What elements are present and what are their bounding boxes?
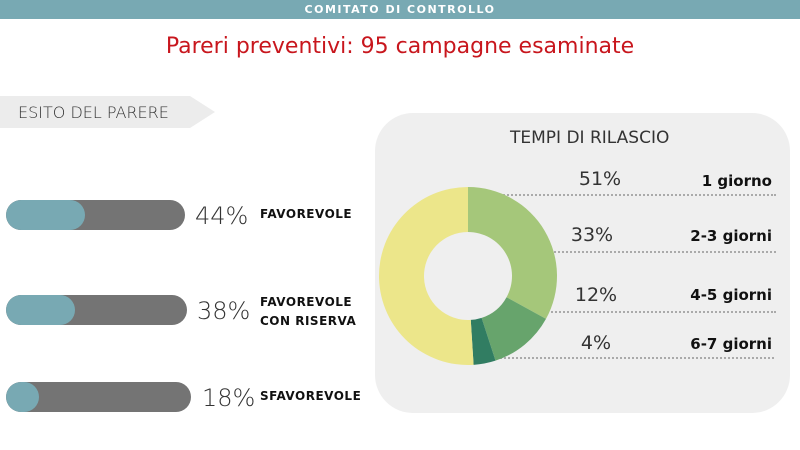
legend-divider [545, 251, 776, 253]
label-favorevole-con-riserva: FAVOREVOLE CON RISERVA [260, 293, 356, 331]
legend-label-1: 1 giorno [701, 172, 772, 190]
legend-divider [497, 357, 774, 359]
esito-heading-ribbon: ESITO DEL PARERE [0, 96, 215, 128]
progress-bar-favorevole-con-riserva [6, 295, 187, 325]
label-line: FAVOREVOLE [260, 207, 353, 221]
legend-divider [544, 311, 776, 313]
progress-fill [6, 295, 75, 325]
progress-bar-sfavorevole [6, 382, 191, 412]
legend-label-3: 4-5 giorni [690, 286, 772, 304]
page-title: Pareri preventivi: 95 campagne esaminate [165, 34, 635, 59]
legend-pct-2: 33% [570, 224, 614, 246]
label-line: FAVOREVOLE [260, 295, 353, 309]
legend-label-2: 2-3 giorni [690, 227, 772, 245]
label-line: CON RISERVA [260, 314, 357, 328]
pct-sfavorevole: 18% [202, 384, 256, 412]
progress-fill [6, 382, 40, 412]
pct-favorevole: 44% [195, 202, 249, 230]
pct-favorevole-con-riserva: 38% [197, 297, 251, 325]
section-header: COMITATO DI CONTROLLO [0, 0, 800, 19]
label-line: SFAVOREVOLE [260, 389, 362, 403]
esito-heading: ESITO DEL PARERE [18, 103, 169, 122]
progress-fill [6, 200, 85, 230]
tempi-panel [375, 113, 790, 413]
label-sfavorevole: SFAVOREVOLE [260, 387, 361, 406]
donut-slice-3 [481, 297, 546, 361]
chart-title: TEMPI DI RILASCIO [510, 128, 670, 148]
legend-pct-4: 4% [580, 332, 612, 354]
legend-pct-3: 12% [574, 284, 618, 306]
label-favorevole: FAVOREVOLE [260, 205, 352, 224]
donut-slice-2 [468, 187, 557, 319]
legend-label-4: 6-7 giorni [690, 335, 772, 353]
legend-pct-1: 51% [578, 168, 622, 190]
donut-slice-1 [378, 187, 474, 365]
donut-slice-4 [470, 317, 496, 365]
legend-divider [448, 194, 776, 196]
progress-bar-favorevole [6, 200, 185, 230]
